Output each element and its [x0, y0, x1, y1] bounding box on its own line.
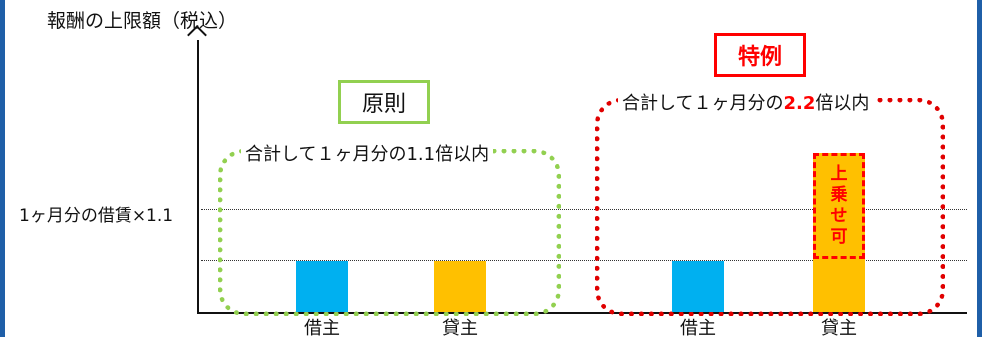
principle-title-text: 原則	[361, 92, 406, 117]
principle-borrower-bar	[296, 261, 348, 312]
surcharge-char: 乗	[830, 185, 848, 205]
surcharge-box: 上 乗 せ 可	[813, 153, 865, 259]
y-axis-title: 報酬の上限額（税込）	[47, 10, 238, 32]
surcharge-char: 上	[830, 164, 848, 184]
exception-borrower-label: 借主	[680, 318, 716, 339]
y-reference-label: 1ヶ月分の借賃×1.1	[19, 206, 174, 226]
surcharge-char: 可	[830, 227, 848, 247]
reference-line-base	[201, 260, 967, 261]
principle-borrower-label: 借主	[304, 318, 340, 339]
exception-lender-bar	[813, 259, 865, 312]
exception-caption-after: 倍以内	[815, 93, 870, 114]
exception-region	[595, 98, 945, 316]
exception-caption-highlight: 2.2	[783, 93, 816, 114]
exception-borrower-bar	[672, 261, 724, 312]
x-axis	[197, 312, 967, 314]
principle-region	[218, 149, 561, 316]
exception-title-text: 特例	[737, 45, 782, 70]
exception-caption-before: 合計して１ヶ月分の	[622, 93, 784, 114]
exception-caption: 合計して１ヶ月分の2.2倍以内	[618, 89, 874, 115]
principle-caption: 合計して１ヶ月分の1.1倍以内	[241, 140, 494, 166]
reference-line-1-1	[201, 209, 967, 210]
y-axis	[197, 40, 199, 313]
exception-lender-label: 貸主	[821, 318, 857, 339]
principle-title: 原則	[338, 80, 430, 124]
surcharge-char: せ	[830, 206, 848, 226]
principle-lender-bar	[434, 261, 486, 312]
principle-lender-label: 貸主	[442, 318, 478, 339]
exception-title: 特例	[714, 33, 806, 77]
